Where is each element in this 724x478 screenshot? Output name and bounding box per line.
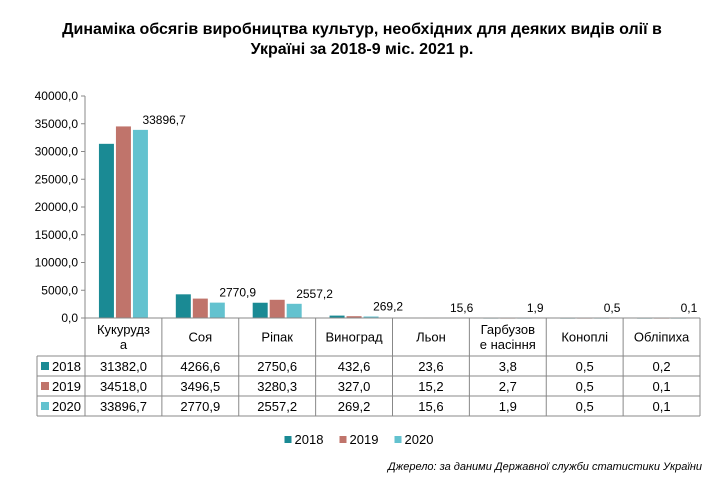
table-cell-value: 4266,6 (180, 359, 220, 374)
table-cell-value: 3496,5 (180, 379, 220, 394)
chart-title-line-2: Україні за 2018-9 міс. 2021 р. (250, 41, 474, 58)
table-cell-value: 3,8 (499, 359, 517, 374)
data-label-2020: 15,6 (450, 301, 474, 315)
table-cell-value: 2557,2 (257, 399, 297, 414)
legend-swatch-2019 (339, 436, 347, 443)
data-label-2020: 2770,9 (219, 286, 256, 300)
table-cell-value: 3280,3 (257, 379, 297, 394)
x-tick-label: Обліпиха (634, 330, 690, 345)
x-tick-label: а (120, 337, 128, 352)
x-tick-label: Ріпак (261, 330, 293, 345)
table-cell-value: 33896,7 (100, 399, 147, 414)
y-tick-label: 0,0 (61, 311, 78, 325)
bar-2019-1 (115, 126, 131, 318)
y-tick-label: 40000,0 (35, 89, 79, 103)
data-label-2020: 0,1 (681, 301, 698, 315)
y-tick-label: 20000,0 (35, 200, 79, 214)
x-tick-label: е насіння (480, 337, 536, 352)
bar-2020-2 (209, 302, 225, 318)
data-label-2020: 1,9 (527, 301, 544, 315)
y-tick-label: 35000,0 (35, 117, 79, 131)
table-cell-value: 31382,0 (100, 359, 147, 374)
table-cell-value: 269,2 (338, 399, 371, 414)
data-label-2020: 0,5 (604, 301, 621, 315)
bar-2019-4 (346, 316, 362, 318)
table-cell-value: 2750,6 (257, 359, 297, 374)
y-tick-label: 15000,0 (35, 228, 79, 242)
table-cell-value: 2,7 (499, 379, 517, 394)
y-tick-label: 30000,0 (35, 145, 79, 159)
data-label-2020: 33896,7 (142, 113, 186, 127)
table-cell-value: 23,6 (418, 359, 443, 374)
table-cell-value: 327,0 (338, 379, 371, 394)
legend-swatch-2018 (284, 436, 292, 443)
y-tick-label: 25000,0 (35, 172, 79, 186)
table-cell-value: 2770,9 (180, 399, 220, 414)
y-tick-label: 10000,0 (35, 256, 79, 270)
table-cell-value: 15,2 (418, 379, 443, 394)
chart-title: Динаміка обсягів виробництва культур, не… (0, 20, 724, 60)
table-cell-value: 0,1 (653, 399, 671, 414)
data-label-2020: 2557,2 (296, 287, 333, 301)
bar-2020-1 (132, 129, 148, 318)
legend-swatch-2020 (394, 436, 402, 443)
bar-2019-2 (192, 298, 208, 318)
x-tick-label: Льон (416, 330, 446, 345)
table-cell-value: 1,9 (499, 399, 517, 414)
legend-label: 2019 (350, 432, 379, 447)
table-cell-value: 34518,0 (100, 379, 147, 394)
bar-2018-1 (98, 143, 114, 318)
bar-2018-4 (329, 315, 345, 318)
x-tick-label: Коноплі (561, 330, 608, 345)
bar-2018-2 (175, 294, 191, 318)
table-series-name: 2018 (52, 359, 81, 374)
table-series-name: 2020 (52, 399, 81, 414)
table-cell-value: 0,5 (576, 359, 594, 374)
x-tick-label: Кукурудз (97, 322, 150, 337)
table-series-name: 2019 (52, 379, 81, 394)
bar-2018-3 (252, 302, 268, 318)
x-tick-label: Виноград (325, 330, 383, 345)
data-label-2020: 269,2 (373, 300, 403, 314)
table-cell-value: 15,6 (418, 399, 443, 414)
table-cell-value: 0,5 (576, 379, 594, 394)
source-note: Джерело: за даними Державної служби стат… (387, 461, 702, 473)
legend-label: 2018 (295, 432, 324, 447)
bar-2020-3 (286, 303, 302, 318)
table-cell-value: 0,2 (653, 359, 671, 374)
x-tick-label: Гарбузов (481, 322, 535, 337)
table-cell-value: 432,6 (338, 359, 371, 374)
table-legend-key-2018 (41, 362, 49, 370)
table-cell-value: 0,5 (576, 399, 594, 414)
table-cell-value: 0,1 (653, 379, 671, 394)
bar-2019-3 (269, 299, 285, 318)
y-tick-label: 5000,0 (41, 283, 78, 297)
table-legend-key-2020 (41, 402, 49, 410)
chart-title-line-1: Динаміка обсягів виробництва культур, не… (62, 21, 662, 38)
legend-label: 2020 (405, 432, 434, 447)
table-legend-key-2019 (41, 382, 49, 390)
bar-2020-4 (363, 316, 379, 318)
x-tick-label: Соя (188, 330, 212, 345)
